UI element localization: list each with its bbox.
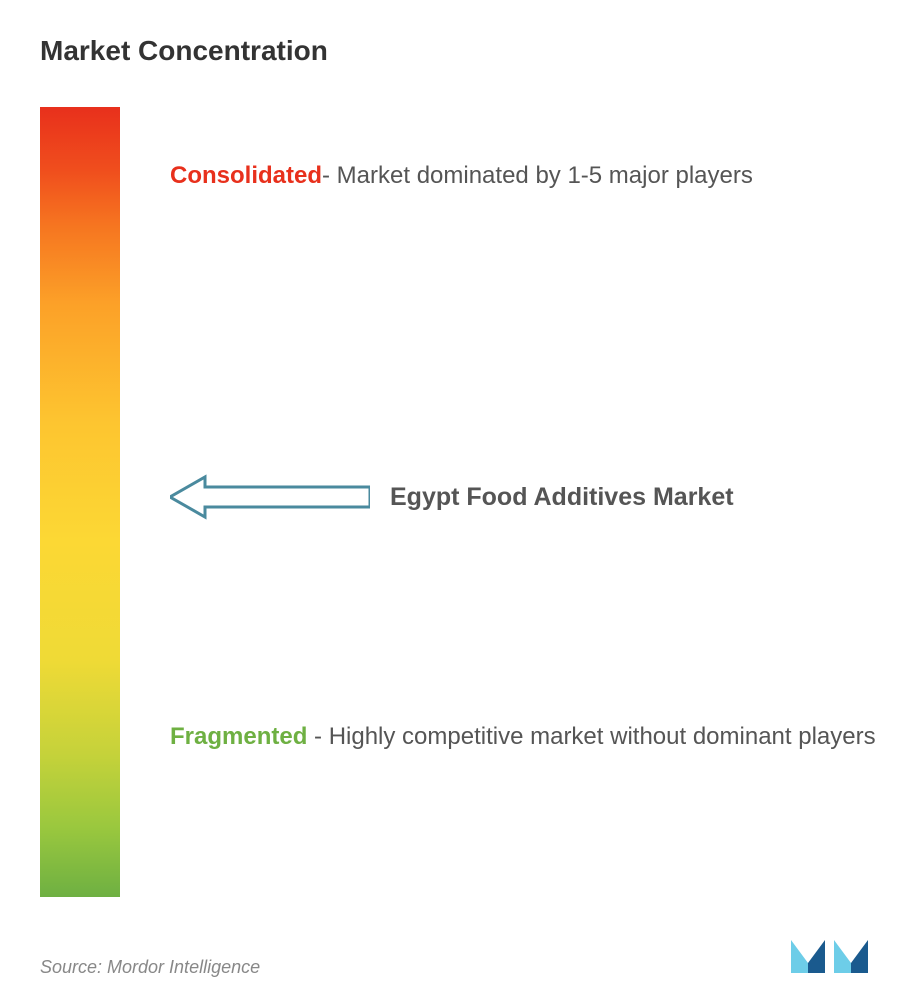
arrow-left-icon <box>170 472 370 522</box>
consolidated-row: Consolidated - Market dominated by 1-5 m… <box>170 162 753 190</box>
content-area: Consolidated - Market dominated by 1-5 m… <box>40 107 881 897</box>
source-text: Source: Mordor Intelligence <box>40 957 260 978</box>
fragmented-description: - Highly competitive market without domi… <box>307 723 875 750</box>
page-title: Market Concentration <box>40 35 881 67</box>
footer: Source: Mordor Intelligence <box>40 928 881 978</box>
mordor-logo <box>786 928 881 978</box>
fragmented-row: Fragmented - Highly competitive market w… <box>170 717 881 758</box>
labels-column: Consolidated - Market dominated by 1-5 m… <box>170 107 881 897</box>
market-name: Egypt Food Additives Market <box>390 483 734 512</box>
fragmented-label: Fragmented <box>170 723 307 750</box>
consolidated-label: Consolidated <box>170 162 322 190</box>
consolidated-description: - Market dominated by 1-5 major players <box>322 162 753 190</box>
market-row: Egypt Food Additives Market <box>170 472 734 522</box>
concentration-gradient-bar <box>40 107 120 897</box>
